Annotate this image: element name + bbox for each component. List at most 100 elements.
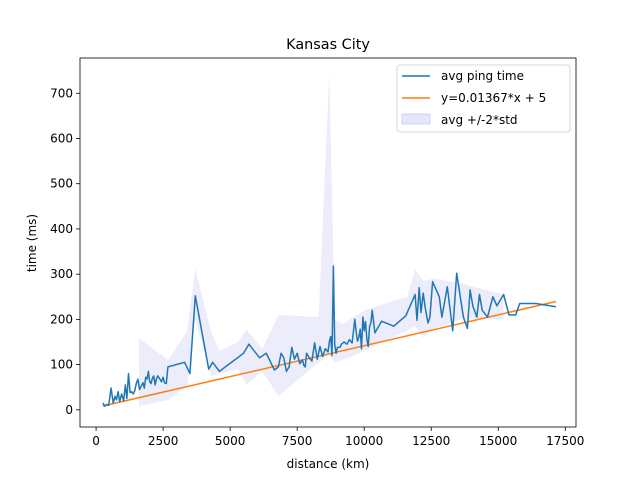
avg-ping-point <box>482 310 483 311</box>
avg-ping-point <box>469 289 470 290</box>
legend-label-fit: y=0.01367*x + 5 <box>441 91 546 105</box>
avg-ping-point <box>208 369 209 370</box>
avg-ping-point <box>136 383 137 384</box>
avg-ping-point <box>343 341 344 342</box>
avg-ping-point <box>322 356 323 357</box>
avg-ping-point <box>167 366 168 367</box>
avg-ping-point <box>357 340 358 341</box>
avg-ping-point <box>148 371 149 372</box>
avg-ping-point <box>420 312 421 313</box>
avg-ping-point <box>441 317 442 318</box>
avg-ping-point <box>427 322 428 323</box>
avg-ping-point <box>372 310 373 311</box>
avg-ping-point <box>333 265 334 266</box>
y-tick-label: 700 <box>50 86 73 100</box>
avg-ping-line <box>102 265 557 407</box>
avg-ping-point <box>130 392 131 393</box>
avg-ping-point <box>508 314 509 315</box>
avg-ping-point <box>309 357 310 358</box>
avg-ping-point <box>467 328 468 329</box>
avg-ping-point <box>146 378 147 379</box>
fit-line <box>102 300 557 407</box>
avg-ping-point <box>259 357 260 358</box>
avg-ping-point <box>280 353 281 354</box>
x-tick-label: 5000 <box>215 434 246 448</box>
avg-ping-point <box>302 359 303 360</box>
avg-ping-point <box>248 344 249 345</box>
avg-ping-point <box>123 400 124 401</box>
legend-label-band: avg +/-2*std <box>441 113 518 127</box>
avg-ping-point <box>381 321 382 322</box>
avg-ping-point <box>141 386 142 387</box>
avg-ping-point <box>555 306 556 307</box>
avg-ping-point <box>365 321 366 322</box>
y-tick-label: 0 <box>65 403 73 417</box>
avg-ping-point <box>152 378 153 379</box>
avg-ping-point <box>335 353 336 354</box>
avg-ping-point <box>299 363 300 364</box>
avg-ping-point <box>452 330 453 331</box>
legend-box <box>396 64 571 133</box>
avg-ping-point <box>456 273 457 274</box>
y-tick-label: 600 <box>50 131 73 145</box>
avg-ping-point <box>476 317 477 318</box>
avg-ping-point <box>423 293 424 294</box>
std-band-layer <box>138 72 504 407</box>
x-tick-label: 7500 <box>282 434 313 448</box>
avg-ping-point <box>330 336 331 337</box>
avg-ping-point <box>416 320 417 321</box>
y-tick-label: 500 <box>50 177 73 191</box>
avg-ping-point <box>154 384 155 385</box>
avg-ping-point <box>334 344 335 345</box>
avg-ping-point <box>515 314 516 315</box>
y-axis-ticks: 0 100 200 300 400 500 600 700 <box>50 86 80 417</box>
avg-ping-point <box>425 307 426 308</box>
avg-ping-point <box>219 371 220 372</box>
y-tick-label: 400 <box>50 222 73 236</box>
avg-ping-point <box>439 296 440 297</box>
avg-ping-point <box>496 305 497 306</box>
avg-ping-point <box>294 359 295 360</box>
avg-ping-point <box>370 322 371 323</box>
avg-ping-point <box>405 315 406 316</box>
avg-ping-point <box>325 348 326 349</box>
avg-ping-point <box>150 383 151 384</box>
avg-ping-point <box>161 381 162 382</box>
avg-ping-point <box>463 317 464 318</box>
avg-ping-point <box>368 346 369 347</box>
avg-ping-point <box>314 342 315 343</box>
x-tick-label: 15000 <box>479 434 517 448</box>
avg-ping-point <box>432 281 433 282</box>
avg-ping-point <box>104 406 105 407</box>
avg-ping-point <box>274 369 275 370</box>
avg-ping-point <box>195 295 196 296</box>
avg-ping-point <box>157 375 158 376</box>
avg-ping-point <box>354 319 355 320</box>
avg-ping-point <box>519 303 520 304</box>
avg-ping-point <box>331 355 332 356</box>
avg-ping-point <box>360 329 361 330</box>
avg-ping-point <box>145 377 146 378</box>
x-tick-label: 2500 <box>148 434 179 448</box>
avg-ping-point <box>358 337 359 338</box>
avg-ping-point <box>153 375 154 376</box>
avg-ping-point <box>306 353 307 354</box>
avg-ping-point <box>142 382 143 383</box>
avg-ping-point <box>106 404 107 405</box>
avg-ping-point <box>115 396 116 397</box>
avg-ping-point <box>362 317 363 318</box>
avg-ping-point <box>111 388 112 389</box>
legend-label-avg: avg ping time <box>441 69 524 83</box>
avg-ping-point <box>503 294 504 295</box>
avg-ping-point <box>297 353 298 354</box>
avg-ping-point <box>319 346 320 347</box>
avg-ping-point <box>243 353 244 354</box>
avg-ping-point <box>184 362 185 363</box>
avg-ping-point <box>346 344 347 345</box>
avg-ping-point <box>131 391 132 392</box>
avg-ping-point <box>329 341 330 342</box>
avg-ping-point <box>113 402 114 403</box>
legend-swatch-band <box>401 113 431 125</box>
x-axis-label: distance (km) <box>287 457 370 471</box>
